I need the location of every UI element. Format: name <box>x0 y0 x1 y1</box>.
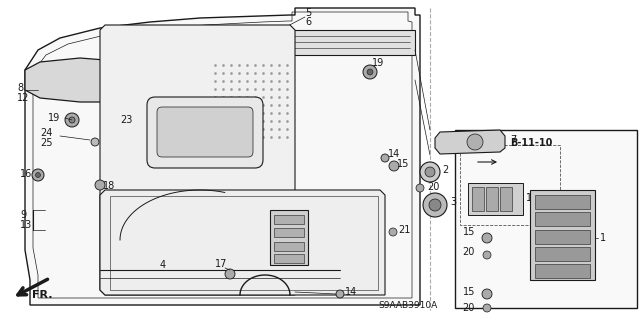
Text: 20: 20 <box>463 247 475 257</box>
Circle shape <box>363 65 377 79</box>
Circle shape <box>423 193 447 217</box>
Circle shape <box>416 184 424 192</box>
Text: 25: 25 <box>40 138 52 148</box>
Bar <box>455 130 637 308</box>
Circle shape <box>482 289 492 299</box>
Text: 17: 17 <box>215 259 227 269</box>
Text: 8: 8 <box>17 83 23 93</box>
Circle shape <box>95 180 105 190</box>
Text: 19: 19 <box>372 58 384 68</box>
Polygon shape <box>100 190 385 295</box>
Polygon shape <box>25 8 420 305</box>
Circle shape <box>367 69 373 75</box>
Circle shape <box>225 269 235 279</box>
Text: 9: 9 <box>20 210 26 220</box>
Text: 6: 6 <box>305 17 311 27</box>
Text: S9AAB3910A: S9AAB3910A <box>378 300 437 309</box>
Circle shape <box>336 290 344 298</box>
Bar <box>274 215 304 224</box>
Text: 22: 22 <box>272 213 285 223</box>
Circle shape <box>35 173 40 177</box>
Circle shape <box>483 304 491 312</box>
Text: 11: 11 <box>526 193 538 203</box>
FancyBboxPatch shape <box>147 97 263 168</box>
Text: 5: 5 <box>305 8 311 18</box>
Circle shape <box>482 233 492 243</box>
Text: 23: 23 <box>120 115 132 125</box>
Text: 7: 7 <box>510 135 516 145</box>
Bar <box>535 212 590 226</box>
Circle shape <box>425 167 435 177</box>
Circle shape <box>429 199 441 211</box>
Polygon shape <box>100 25 295 295</box>
Text: 1: 1 <box>600 233 606 243</box>
Text: B-11-10: B-11-10 <box>510 138 552 148</box>
Circle shape <box>69 117 75 123</box>
Text: 18: 18 <box>103 181 115 191</box>
Text: FR.: FR. <box>32 290 52 300</box>
Text: 21: 21 <box>398 225 410 235</box>
Text: 14: 14 <box>345 287 357 297</box>
Bar <box>460 145 560 225</box>
Text: 20: 20 <box>463 303 475 313</box>
Bar <box>500 187 512 211</box>
Text: 12: 12 <box>17 93 29 103</box>
Bar <box>468 183 523 215</box>
Circle shape <box>420 162 440 182</box>
Text: 24: 24 <box>40 128 52 138</box>
Circle shape <box>381 154 389 162</box>
Bar <box>274 228 304 237</box>
Circle shape <box>467 134 483 150</box>
Circle shape <box>32 169 44 181</box>
Polygon shape <box>435 130 505 154</box>
Text: 13: 13 <box>20 220 32 230</box>
Circle shape <box>389 228 397 236</box>
Bar <box>274 254 304 263</box>
Circle shape <box>110 117 120 127</box>
Text: 4: 4 <box>160 260 166 270</box>
Text: 2: 2 <box>442 165 448 175</box>
Bar <box>274 242 304 251</box>
Bar <box>530 190 595 280</box>
Bar <box>535 247 590 261</box>
Circle shape <box>483 251 491 259</box>
Text: 3: 3 <box>450 197 456 207</box>
Circle shape <box>389 161 399 171</box>
Bar <box>486 187 498 211</box>
Bar <box>270 210 308 265</box>
Text: 15: 15 <box>397 159 410 169</box>
Text: 15: 15 <box>463 287 475 297</box>
Circle shape <box>65 113 79 127</box>
Text: 19: 19 <box>48 113 60 123</box>
Bar <box>472 187 484 211</box>
Polygon shape <box>25 58 145 102</box>
FancyBboxPatch shape <box>157 107 253 157</box>
Text: 20: 20 <box>427 182 440 192</box>
Circle shape <box>91 138 99 146</box>
Text: 15: 15 <box>463 227 475 237</box>
Polygon shape <box>200 30 415 55</box>
Text: 16: 16 <box>20 169 32 179</box>
Text: 10: 10 <box>272 224 284 234</box>
Bar <box>535 264 590 278</box>
Text: 14: 14 <box>388 149 400 159</box>
Bar <box>535 230 590 244</box>
Bar <box>535 195 590 209</box>
